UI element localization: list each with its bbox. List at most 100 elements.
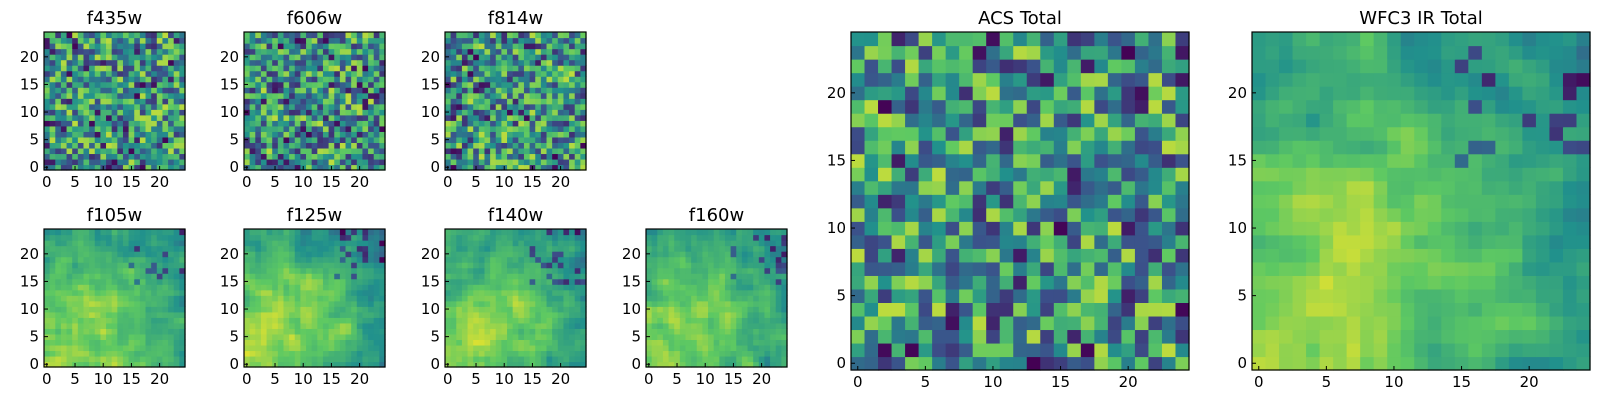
heatmap-cell [580,32,587,39]
heatmap-cell [322,311,330,318]
heatmap-cell [563,355,570,363]
heatmap-cell [651,229,658,236]
heatmap-cell [255,267,262,274]
heatmap-cell [145,70,152,77]
heatmap-cell [662,361,670,368]
heatmap-cell [651,350,658,357]
heatmap-cell [674,240,681,247]
heatmap-cell [249,125,256,132]
heatmap-cell [44,339,51,346]
heatmap-cell [662,355,670,363]
heatmap-cell [1080,275,1095,290]
heatmap-cell [753,262,760,269]
heatmap-cell [999,194,1014,209]
heatmap-cell [351,98,358,105]
heatmap-cell [139,109,147,116]
heatmap-cell [334,43,341,50]
heatmap-cell [334,76,341,83]
heatmap-cell [713,278,720,285]
heatmap-cell [44,142,51,149]
heatmap-cell [289,306,296,313]
heatmap-cell [657,262,664,269]
heatmap-cell [145,164,152,171]
heatmap-cell [117,289,124,296]
heatmap-cell [134,333,141,340]
heatmap-cell [546,273,553,280]
heatmap-cell [283,158,290,166]
heatmap-cell [339,54,347,61]
heatmap-cell [49,350,56,357]
heatmap-cell [557,76,565,83]
heatmap-cell [179,120,186,127]
heatmap-cell [89,164,96,171]
heatmap-cell [339,306,347,313]
heatmap-cell [1094,234,1109,249]
heatmap-cell [89,295,96,302]
heatmap-cell [260,328,268,335]
heatmap-cell [523,289,531,296]
heatmap-cell [518,339,525,346]
heatmap-cell [55,234,62,241]
heatmap-cell [552,87,559,94]
heatmap-cell [134,98,141,105]
heatmap-cell [1040,167,1055,182]
heatmap-cell [106,54,113,61]
heatmap-cell [60,355,68,363]
heatmap-cell [44,76,51,83]
heatmap-cell [168,81,175,88]
heatmap-cell [368,136,375,143]
heatmap-cell [461,306,469,313]
heatmap-cell [529,256,536,263]
heatmap-cell [72,355,79,363]
heatmap-cell [260,136,268,143]
heatmap-cell [77,103,85,110]
heatmap-cell [1080,329,1095,344]
heatmap-cell [322,339,330,346]
heatmap-cell [339,311,347,318]
heatmap-cell [339,87,347,94]
heatmap-cell [1026,248,1041,263]
heatmap-cell [518,344,525,352]
heatmap-cell [1040,315,1055,331]
heatmap-cell [317,136,324,143]
heatmap-cell [300,278,307,285]
heatmap-cell [311,43,318,50]
heatmap-cell [478,278,486,285]
heatmap-cell [1013,356,1028,371]
heatmap-cell [334,164,341,171]
heatmap-cell [484,109,491,116]
heatmap-cell [1080,315,1095,331]
heatmap-cell [55,48,62,55]
heatmap-cell [646,289,653,296]
heatmap-cell [72,251,79,258]
heatmap-cell [945,315,960,331]
heatmap-cell [83,350,90,357]
heatmap-cell [345,48,352,55]
heatmap-cell [283,81,290,88]
heatmap-cell [450,136,457,143]
heatmap-cell [1175,207,1190,222]
heatmap-cell [306,114,313,121]
heatmap-cell [289,37,296,44]
heatmap-cell [162,136,169,143]
heatmap-cell [905,126,920,141]
heatmap-cell [294,344,301,352]
heatmap-cell [685,289,692,296]
heatmap-cell [77,158,85,166]
heatmap-cell [529,54,536,61]
heatmap-cell [679,295,687,302]
heatmap-cell [490,240,497,247]
heatmap-cell [657,317,664,324]
heatmap-cell [741,300,749,307]
heatmap-cell [1026,288,1041,303]
heatmap-cell [294,256,301,263]
heatmap-cell [244,98,251,105]
heatmap-cell [100,300,107,307]
heatmap-cell [535,43,542,50]
heatmap-cell [657,355,664,363]
heatmap-cell [478,355,486,363]
heatmap-cell [345,256,352,263]
heatmap-cell [456,350,463,357]
heatmap-cell [373,43,380,50]
